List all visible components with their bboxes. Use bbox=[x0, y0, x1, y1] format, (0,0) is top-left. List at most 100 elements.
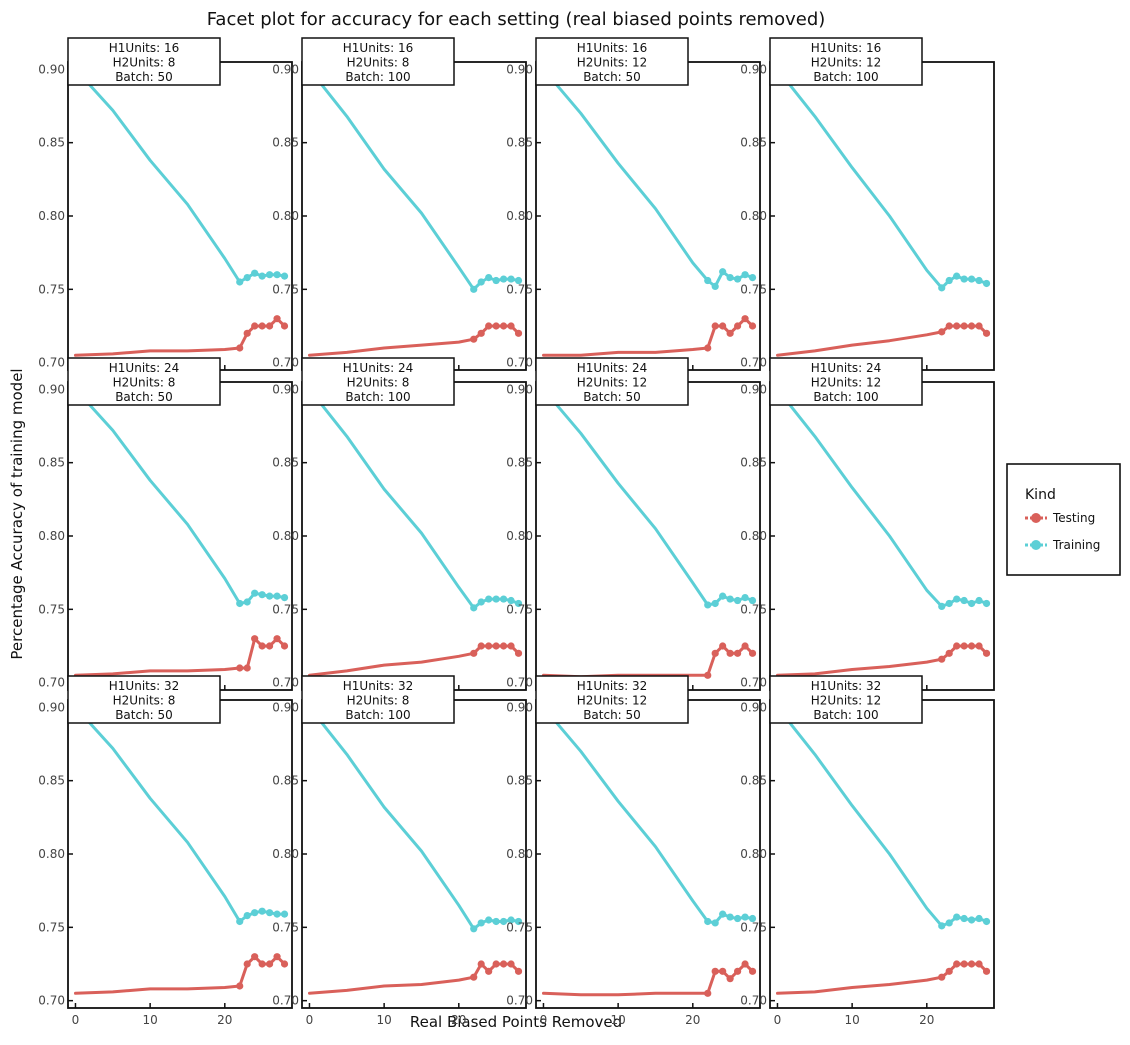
facet-label-line: H1Units: 16 bbox=[577, 41, 647, 55]
x-tick-label: 20 bbox=[919, 1013, 934, 1027]
y-tick-label: 0.80 bbox=[740, 209, 767, 223]
testing-series-point bbox=[514, 967, 523, 975]
facet-label-line: H2Units: 12 bbox=[811, 376, 881, 390]
y-tick-label: 0.85 bbox=[38, 136, 65, 150]
facet-panel: 0.70 0.75 0.80 0.85 0.90 H1Units: 16H2Units: … bbox=[506, 37, 761, 371]
training-series-point bbox=[280, 272, 289, 280]
training-series-point bbox=[236, 278, 244, 286]
y-tick-label: 0.85 bbox=[272, 456, 299, 470]
training-series-point bbox=[975, 276, 983, 285]
testing-series-point bbox=[514, 649, 523, 657]
testing-series-point bbox=[236, 344, 244, 352]
training-series-point bbox=[280, 594, 289, 602]
training-series-point bbox=[704, 601, 712, 609]
testing-series-point bbox=[704, 344, 712, 352]
training-series-point bbox=[748, 274, 757, 282]
facet-panel: 0.70 0.75 0.80 0.85 0.90 H1Units: 24H2Units: … bbox=[740, 357, 995, 691]
facet-label-line: Batch: 50 bbox=[115, 70, 173, 84]
facet-frame bbox=[535, 699, 761, 1009]
legend-item-training: Training bbox=[1025, 538, 1100, 552]
facet-label-line: Batch: 100 bbox=[345, 390, 410, 404]
training-series-point bbox=[266, 909, 274, 917]
testing-series-point bbox=[273, 953, 281, 961]
training-series-point bbox=[945, 919, 953, 927]
y-tick-label: 0.80 bbox=[272, 209, 299, 223]
chart-title: Facet plot for accuracy for each setting… bbox=[207, 9, 826, 30]
testing-series-point bbox=[734, 967, 742, 975]
facet-label-box bbox=[769, 37, 923, 86]
training-series-point bbox=[704, 917, 712, 926]
facet-label-line: Batch: 50 bbox=[115, 390, 173, 404]
training-series-point bbox=[726, 274, 734, 282]
legend-testing-marker bbox=[1031, 513, 1041, 523]
training-series-point bbox=[273, 592, 281, 600]
y-tick-label: 0.90 bbox=[506, 382, 533, 396]
training-series-point bbox=[704, 276, 712, 285]
testing-series-point bbox=[470, 973, 478, 981]
y-tick-label: 0.90 bbox=[506, 62, 533, 76]
testing-series-point bbox=[243, 960, 251, 968]
facet-panel: 0.70 0.75 0.80 0.85 0.90 0 10 20 H1Units: 32H2Un… bbox=[38, 675, 293, 1027]
y-tick-label: 0.85 bbox=[272, 774, 299, 788]
testing-series-point bbox=[711, 322, 719, 330]
testing-series-point bbox=[726, 975, 734, 983]
facet-label-line: H1Units: 24 bbox=[811, 361, 881, 375]
training-series-point bbox=[236, 599, 244, 608]
training-series-point bbox=[251, 269, 259, 277]
y-tick-label: 0.85 bbox=[506, 456, 533, 470]
facet-panel: 0.70 0.75 0.80 0.85 0.90 H1Units: 16H2Units: … bbox=[38, 37, 293, 371]
training-series-point bbox=[477, 598, 485, 606]
y-tick-label: 0.75 bbox=[38, 920, 65, 934]
testing-series-point bbox=[258, 322, 266, 330]
facet-label-box bbox=[535, 37, 689, 86]
facet-label-box bbox=[301, 37, 455, 86]
training-series-point bbox=[266, 592, 274, 600]
y-tick-label: 0.75 bbox=[272, 602, 299, 616]
x-tick-label: 0 bbox=[306, 1013, 314, 1027]
testing-series-point bbox=[711, 649, 719, 657]
training-series-line bbox=[776, 387, 988, 608]
legend-training-label: Training bbox=[1052, 538, 1100, 552]
facet-label-box bbox=[535, 675, 689, 724]
facet-label-line: H1Units: 24 bbox=[577, 361, 647, 375]
x-tick-label: 10 bbox=[376, 1013, 391, 1027]
training-series-point bbox=[514, 917, 523, 926]
testing-series-line bbox=[776, 962, 988, 995]
facet-label-line: H1Units: 32 bbox=[577, 679, 647, 693]
facet-label-line: H2Units: 8 bbox=[113, 376, 176, 390]
facet-label-line: H1Units: 32 bbox=[343, 679, 413, 693]
y-tick-label: 0.70 bbox=[506, 356, 533, 370]
testing-series-point bbox=[243, 329, 251, 337]
training-series-point bbox=[258, 591, 266, 599]
facet-frame bbox=[67, 61, 293, 371]
training-series-point bbox=[982, 279, 991, 288]
y-tick-label: 0.70 bbox=[740, 994, 767, 1008]
facet-label-line: H1Units: 16 bbox=[811, 41, 881, 55]
x-tick-label: 20 bbox=[685, 1013, 700, 1027]
testing-series-point bbox=[726, 329, 734, 337]
y-tick-label: 0.75 bbox=[506, 602, 533, 616]
facet-label-line: Batch: 50 bbox=[583, 70, 641, 84]
y-tick-label: 0.75 bbox=[38, 602, 65, 616]
testing-series-point bbox=[273, 315, 281, 323]
x-tick-label: 10 bbox=[610, 1013, 625, 1027]
testing-series-point bbox=[719, 967, 727, 975]
training-series-point bbox=[726, 913, 734, 921]
training-series-point bbox=[470, 285, 478, 293]
training-series-point bbox=[726, 595, 734, 603]
training-series-point bbox=[243, 598, 251, 606]
y-tick-label: 0.90 bbox=[38, 382, 65, 396]
y-tick-label: 0.80 bbox=[38, 847, 65, 861]
training-series-point bbox=[960, 596, 968, 605]
testing-series-point bbox=[266, 960, 274, 968]
facet-label-line: Batch: 100 bbox=[813, 70, 878, 84]
y-tick-label: 0.70 bbox=[272, 676, 299, 690]
y-tick-label: 0.80 bbox=[272, 529, 299, 543]
training-series-line bbox=[776, 705, 988, 928]
testing-series-point bbox=[500, 642, 508, 650]
training-series-point bbox=[945, 599, 953, 608]
testing-series-point bbox=[266, 322, 274, 330]
testing-series-point bbox=[236, 982, 244, 990]
facet-label-line: Batch: 100 bbox=[813, 390, 878, 404]
y-tick-label: 0.85 bbox=[506, 774, 533, 788]
